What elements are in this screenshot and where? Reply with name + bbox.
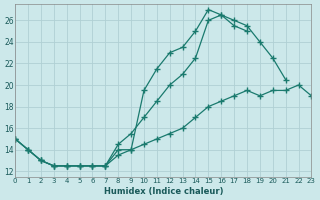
X-axis label: Humidex (Indice chaleur): Humidex (Indice chaleur) bbox=[104, 187, 223, 196]
